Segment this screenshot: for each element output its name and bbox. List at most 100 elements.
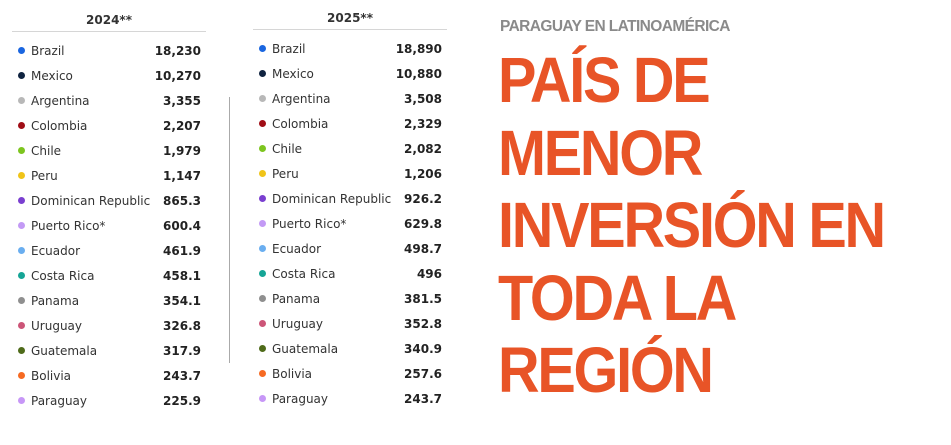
country-name: Paraguay bbox=[272, 391, 329, 406]
headline-line: TODA LA bbox=[498, 261, 737, 334]
country-value: 458.1 bbox=[163, 268, 201, 283]
country-value: 1,206 bbox=[404, 166, 442, 181]
country-value: 317.9 bbox=[163, 343, 201, 358]
table-row: Brazil 18,230 bbox=[12, 38, 206, 63]
legend-dot-icon bbox=[18, 122, 25, 129]
country-value: 629.8 bbox=[404, 216, 442, 231]
table-2025: 2025** Brazil 18,890 Mexico 10,880 Argentina… bbox=[253, 7, 447, 411]
legend-dot-icon bbox=[18, 372, 25, 379]
table-row: Brazil 18,890 bbox=[253, 36, 447, 61]
country-value: 2,082 bbox=[404, 141, 442, 156]
country-value: 18,230 bbox=[154, 43, 201, 58]
legend-dot-icon bbox=[259, 245, 266, 252]
legend-dot-icon bbox=[18, 347, 25, 354]
country-name: Puerto Rico* bbox=[31, 218, 106, 233]
legend-dot-icon bbox=[259, 145, 266, 152]
country-value: 225.9 bbox=[163, 393, 201, 408]
legend-dot-icon bbox=[259, 95, 266, 102]
table-row: Bolivia 257.6 bbox=[253, 361, 447, 386]
legend-dot-icon bbox=[18, 172, 25, 179]
country-name: Peru bbox=[272, 166, 299, 181]
legend-dot-icon bbox=[18, 222, 25, 229]
country-name: Costa Rica bbox=[272, 266, 336, 281]
table-row: Ecuador 498.7 bbox=[253, 236, 447, 261]
table-header: 2024** bbox=[86, 13, 132, 27]
headline: PAÍS DE MENOR INVERSIÓN EN TODA LA REGIÓ… bbox=[498, 44, 886, 407]
table-row: Bolivia 243.7 bbox=[12, 363, 206, 388]
country-name: Mexico bbox=[272, 66, 314, 81]
legend-dot-icon bbox=[259, 395, 266, 402]
country-name: Guatemala bbox=[31, 343, 98, 358]
country-name: Panama bbox=[272, 291, 321, 306]
table-row: Mexico 10,270 bbox=[12, 63, 206, 88]
country-name: Bolivia bbox=[272, 366, 313, 381]
country-value: 10,270 bbox=[154, 68, 201, 83]
country-value: 1,979 bbox=[163, 143, 201, 158]
table-row: Colombia 2,207 bbox=[12, 113, 206, 138]
table-row: Peru 1,147 bbox=[12, 163, 206, 188]
legend-dot-icon bbox=[259, 370, 266, 377]
table-row: Guatemala 317.9 bbox=[12, 338, 206, 363]
country-value: 2,329 bbox=[404, 116, 442, 131]
legend-dot-icon bbox=[259, 45, 266, 52]
country-name: Uruguay bbox=[31, 318, 82, 333]
table-header: 2025** bbox=[327, 11, 373, 25]
legend-dot-icon bbox=[259, 195, 266, 202]
country-name: Brazil bbox=[272, 41, 306, 56]
country-name: Guatemala bbox=[272, 341, 339, 356]
country-value: 3,508 bbox=[404, 91, 442, 106]
legend-dot-icon bbox=[259, 120, 266, 127]
country-value: 340.9 bbox=[404, 341, 442, 356]
legend-dot-icon bbox=[18, 47, 25, 54]
legend-dot-icon bbox=[18, 272, 25, 279]
legend-dot-icon bbox=[18, 397, 25, 404]
legend-dot-icon bbox=[18, 297, 25, 304]
table-row: Costa Rica 458.1 bbox=[12, 263, 206, 288]
table-row: Ecuador 461.9 bbox=[12, 238, 206, 263]
legend-dot-icon bbox=[18, 247, 25, 254]
legend-dot-icon bbox=[259, 70, 266, 77]
country-name: Puerto Rico* bbox=[272, 216, 347, 231]
country-name: Costa Rica bbox=[31, 268, 95, 283]
table-row: Argentina 3,355 bbox=[12, 88, 206, 113]
country-name: Chile bbox=[272, 141, 303, 156]
country-value: 600.4 bbox=[163, 218, 201, 233]
scrollbar[interactable] bbox=[229, 97, 230, 363]
table-row: Mexico 10,880 bbox=[253, 61, 447, 86]
table-row: Uruguay 326.8 bbox=[12, 313, 206, 338]
legend-dot-icon bbox=[18, 322, 25, 329]
table-row: Costa Rica 496 bbox=[253, 261, 447, 286]
legend-dot-icon bbox=[259, 295, 266, 302]
table-row: Uruguay 352.8 bbox=[253, 311, 447, 336]
table-row: Argentina 3,508 bbox=[253, 86, 447, 111]
table-row: Guatemala 340.9 bbox=[253, 336, 447, 361]
country-name: Brazil bbox=[31, 43, 65, 58]
country-name: Ecuador bbox=[272, 241, 322, 256]
country-name: Chile bbox=[31, 143, 62, 158]
legend-dot-icon bbox=[259, 170, 266, 177]
legend-dot-icon bbox=[18, 72, 25, 79]
table-row: Panama 381.5 bbox=[253, 286, 447, 311]
legend-dot-icon bbox=[18, 147, 25, 154]
legend-dot-icon bbox=[259, 345, 266, 352]
country-value: 498.7 bbox=[404, 241, 442, 256]
country-value: 18,890 bbox=[395, 41, 442, 56]
country-value: 2,207 bbox=[163, 118, 201, 133]
country-value: 257.6 bbox=[404, 366, 442, 381]
country-value: 496 bbox=[416, 266, 442, 281]
country-name: Peru bbox=[31, 168, 58, 183]
country-value: 865.3 bbox=[163, 193, 201, 208]
country-name: Colombia bbox=[31, 118, 88, 133]
table-row: Puerto Rico* 600.4 bbox=[12, 213, 206, 238]
table-2024: 2024** Brazil 18,230 Mexico 10,270 Argentina… bbox=[12, 9, 206, 413]
country-value: 926.2 bbox=[404, 191, 442, 206]
country-name: Bolivia bbox=[31, 368, 72, 383]
divider bbox=[253, 29, 447, 30]
table-row: Dominican Republic 865.3 bbox=[12, 188, 206, 213]
country-name: Colombia bbox=[272, 116, 329, 131]
country-name: Argentina bbox=[31, 93, 90, 108]
country-name: Mexico bbox=[31, 68, 73, 83]
country-value: 326.8 bbox=[163, 318, 201, 333]
country-name: Ecuador bbox=[31, 243, 81, 258]
table-row: Chile 1,979 bbox=[12, 138, 206, 163]
